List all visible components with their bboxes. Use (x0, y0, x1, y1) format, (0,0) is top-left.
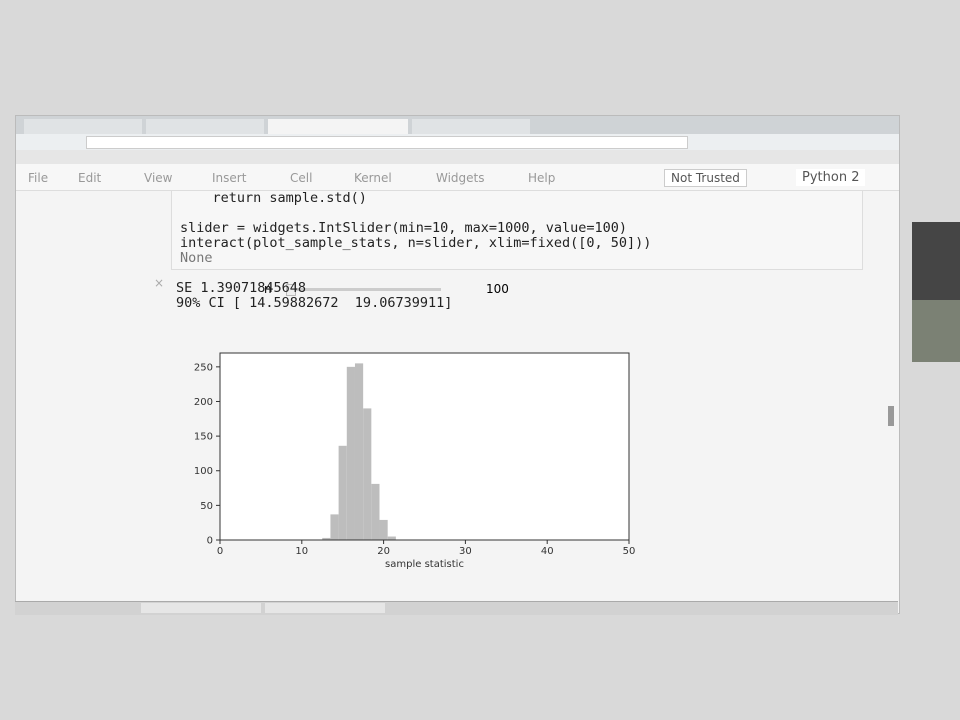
y-tick-label: 0 (207, 536, 213, 547)
slider-handle[interactable] (286, 284, 296, 296)
tab[interactable] (146, 119, 264, 134)
code-line: None (180, 250, 213, 266)
bar (354, 363, 364, 540)
x-tick-label: 10 (295, 546, 308, 557)
slider-value: 100 (486, 282, 509, 296)
y-tick-label: 50 (200, 501, 213, 512)
bar (387, 536, 396, 540)
address-bar (16, 134, 899, 150)
close-output[interactable]: × (154, 276, 165, 290)
y-tick-label: 100 (194, 466, 213, 477)
menu-item[interactable]: Cell (290, 171, 313, 185)
y-tick-label: 250 (194, 362, 213, 373)
plot-area (220, 353, 629, 540)
slider-label: n (264, 282, 272, 296)
code-line: interact(plot_sample_stats, n=slider, xl… (180, 235, 652, 251)
menu-item[interactable]: Insert (212, 171, 247, 185)
menu-item[interactable]: View (144, 171, 173, 185)
slider-widget[interactable]: n 100 (264, 282, 664, 296)
code-cell[interactable]: return sample.std() slider = widgets.IntS… (171, 191, 863, 270)
x-axis-label: sample statistic (385, 559, 464, 570)
trust-badge[interactable]: Not Trusted (664, 169, 747, 187)
x-tick-label: 30 (459, 546, 472, 557)
tab-bar (16, 116, 899, 134)
projector-dark (912, 222, 960, 300)
menu-item[interactable]: Widgets (436, 171, 485, 185)
bar (363, 408, 372, 540)
task[interactable] (265, 603, 385, 613)
code-line: slider = widgets.IntSlider(min=10, max=1… (180, 220, 628, 236)
x-tick-label: 40 (541, 546, 554, 557)
scrollbar-thumb[interactable] (888, 406, 894, 426)
output-line: 90% CI [ 14.59882672 19.06739911] (176, 295, 453, 311)
histogram-chart: 0 10 20 30 40 50 0 50 100 150 200 250 sample statist… (194, 352, 636, 570)
tab[interactable] (24, 119, 142, 134)
x-tick-label: 20 (377, 546, 390, 557)
y-tick-label: 150 (194, 432, 213, 443)
code-line: return sample.std() (180, 190, 367, 206)
browser-window: Not Trusted Python 2 File Edit View Insert C… (15, 115, 900, 614)
url-field[interactable] (86, 136, 688, 149)
bar (346, 366, 355, 540)
menu-bar: Not Trusted Python 2 File Edit View Insert C… (16, 164, 899, 191)
output-text: SE 1.39071845648 90% CI [ 14.59882672 19.… (176, 281, 452, 311)
menu-item[interactable]: Edit (78, 171, 102, 185)
projector-mid (912, 300, 960, 362)
tab[interactable] (412, 119, 530, 134)
menu-item[interactable]: File (28, 171, 49, 185)
y-tick-label: 200 (194, 397, 213, 408)
bar (330, 514, 339, 540)
menu-item[interactable]: Help (528, 171, 556, 185)
bookmarks-bar (16, 150, 899, 165)
code-line (172, 206, 862, 221)
task[interactable] (141, 603, 261, 613)
x-tick-label: 0 (217, 546, 223, 557)
taskbar (15, 601, 898, 615)
tab[interactable] (268, 119, 408, 134)
bar (379, 519, 388, 540)
bar (371, 483, 380, 540)
menu-item[interactable]: Kernel (354, 171, 392, 185)
output-line: SE 1.39071845648 (176, 280, 307, 296)
x-tick-label: 50 (623, 546, 636, 557)
axes-frame (219, 352, 630, 541)
bar (322, 537, 331, 540)
kernel-indicator: Python 2 (796, 169, 866, 186)
slider-track[interactable] (289, 288, 441, 291)
bar (338, 445, 347, 540)
